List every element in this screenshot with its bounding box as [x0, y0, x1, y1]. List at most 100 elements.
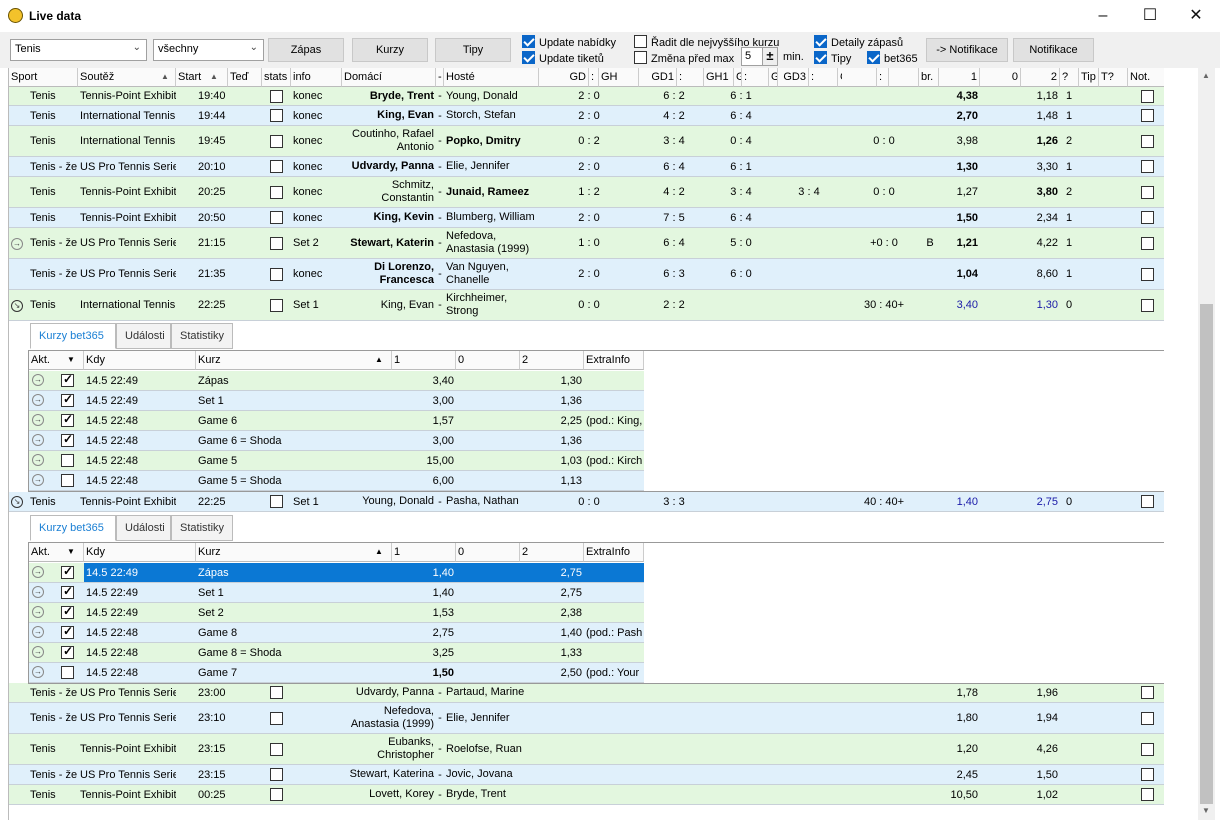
column-header[interactable]: stats	[262, 68, 291, 87]
column-header[interactable]: Teď	[228, 68, 262, 87]
column-header[interactable]: GD3	[778, 68, 809, 87]
detail-column-header[interactable]: ExtraInfo	[584, 351, 644, 370]
checkbox-icon[interactable]	[867, 51, 880, 64]
column-header[interactable]: 2	[1021, 68, 1060, 87]
detail-column-header[interactable]: Kurz	[196, 351, 392, 370]
match-row[interactable]: ↘ Tenis Tennis-Point Exhibiti 22:25 Set 1 You…	[9, 492, 1164, 512]
tab-statistiky[interactable]: Statistiky	[171, 515, 233, 541]
toolbar-checkbox[interactable]: Update tiketů	[522, 51, 604, 65]
detail-row[interactable]: → ✓ 14.5 22:48 Game 8 = Shoda 3,25 1,33	[29, 643, 644, 663]
checkbox-icon[interactable]	[522, 51, 535, 64]
column-header[interactable]: br.	[919, 68, 939, 87]
column-header[interactable]: GD1	[639, 68, 677, 87]
play-arrow-icon[interactable]: →	[32, 434, 44, 446]
notification-checkbox[interactable]	[1141, 160, 1154, 173]
expand-icon[interactable]: ↘	[11, 496, 23, 508]
stats-checkbox[interactable]	[270, 134, 283, 148]
play-arrow-icon[interactable]: →	[32, 414, 44, 426]
tab-udalosti[interactable]: Události	[116, 323, 171, 349]
match-row[interactable]: Tenis Tennis-Point Exhibiti 00:25 Lovett, K…	[9, 785, 1164, 805]
column-header[interactable]: :	[677, 68, 704, 87]
detail-row[interactable]: → ✓ 14.5 22:48 Game 8 2,75 1,40 (pod.: Pash	[29, 623, 644, 643]
detail-row[interactable]: → ✓ 14.5 22:48 Game 6 1,57 2,25 (pod.: King,	[29, 411, 644, 431]
column-header[interactable]: GH	[599, 68, 639, 87]
chevron-down-icon[interactable]: ▼	[67, 355, 75, 364]
detail-column-header[interactable]: Akt.	[29, 543, 84, 562]
active-checkbox[interactable]	[61, 434, 74, 447]
match-row[interactable]: Tenis Tennis-Point Exhibiti 20:25 konec Schm…	[9, 177, 1164, 208]
odds-detail-table[interactable]: Akt. Kdy Kurz 1 0 2 ExtraInfo ▼ ▲ → ✓ 14.5 22:49 Záp…	[28, 542, 1164, 684]
toolbar-checkbox[interactable]: Řadit dle nejvyššího kurzu	[634, 35, 779, 49]
match-row[interactable]: → Tenis - že US Pro Tennis Series 21:15 Set …	[9, 228, 1164, 259]
notification-checkbox[interactable]	[1141, 298, 1154, 312]
notification-checkbox[interactable]	[1141, 742, 1154, 756]
vertical-scrollbar[interactable]: ▲ ▼	[1198, 68, 1215, 820]
column-header[interactable]: GH1	[704, 68, 734, 87]
play-arrow-icon[interactable]: →	[32, 454, 44, 466]
stats-checkbox[interactable]	[270, 298, 283, 312]
zapas-button[interactable]: Zápas	[268, 38, 344, 62]
detail-row[interactable]: → ✓ 14.5 22:49 Set 2 1,53 2,38	[29, 603, 644, 623]
play-arrow-icon[interactable]: →	[32, 626, 44, 638]
column-header[interactable]: GH2	[769, 68, 778, 87]
column-header[interactable]: :	[877, 68, 889, 87]
active-checkbox[interactable]	[61, 394, 74, 407]
detail-row[interactable]: → ✓ 14.5 22:49 Zápas 1,40 2,75	[29, 563, 644, 583]
detail-column-header[interactable]: Akt.	[29, 351, 84, 370]
column-header[interactable]	[889, 68, 919, 87]
expand-icon[interactable]: ↘	[11, 299, 23, 312]
scroll-up-icon[interactable]: ▲	[1202, 71, 1210, 80]
tab-statistiky[interactable]: Statistiky	[171, 323, 233, 349]
active-checkbox[interactable]	[61, 566, 74, 579]
match-row[interactable]: Tenis - že US Pro Tennis Series 21:35 konec…	[9, 259, 1164, 290]
detail-row[interactable]: → ✓ 14.5 22:49 Set 1 3,00 1,36	[29, 391, 644, 411]
detail-row[interactable]: → ✓ 14.5 22:49 Set 1 1,40 2,75	[29, 583, 644, 603]
column-header[interactable]: info	[291, 68, 342, 87]
match-row[interactable]: Tenis Tennis-Point Exhibiti 23:15 Eubanks, …	[9, 734, 1164, 765]
notification-checkbox[interactable]	[1141, 788, 1154, 801]
stats-checkbox[interactable]	[270, 267, 283, 281]
detail-column-header[interactable]: 2	[520, 351, 584, 370]
notification-checkbox[interactable]	[1141, 267, 1154, 281]
minutes-input[interactable]: 5	[741, 47, 763, 66]
stats-checkbox[interactable]	[270, 109, 283, 122]
notification-checkbox[interactable]	[1141, 89, 1154, 103]
notification-checkbox[interactable]	[1141, 768, 1154, 781]
notification-checkbox[interactable]	[1141, 211, 1154, 224]
active-checkbox[interactable]	[61, 414, 74, 427]
checkbox-icon[interactable]	[634, 35, 647, 48]
match-row[interactable]: Tenis Tennis-Point Exhibiti 19:40 konec Bryd…	[9, 87, 1164, 106]
column-header[interactable]: :	[589, 68, 599, 87]
column-header[interactable]	[842, 68, 877, 87]
detail-column-header[interactable]: 2	[520, 543, 584, 562]
active-checkbox[interactable]	[61, 646, 74, 659]
scroll-thumb[interactable]	[1200, 304, 1213, 804]
maximize-button[interactable]: ☐	[1142, 7, 1158, 24]
matches-grid[interactable]: Sport Soutěž Start Teď stats info Domácí - Hosté…	[8, 68, 1164, 820]
column-header[interactable]: 1	[939, 68, 980, 87]
detail-column-header[interactable]: 1	[392, 351, 456, 370]
detail-row[interactable]: → 14.5 22:48 Game 7 1,50 2,50 (pod.: Your	[29, 663, 644, 683]
detail-column-header[interactable]: Kdy	[84, 543, 196, 562]
match-row[interactable]: Tenis - že US Pro Tennis Series 20:10 konec…	[9, 157, 1164, 177]
match-row[interactable]: Tenis - že US Pro Tennis Series 23:10 Nefed…	[9, 703, 1164, 734]
column-header[interactable]: Not.	[1128, 68, 1164, 87]
detail-column-header[interactable]: Kurz	[196, 543, 392, 562]
stats-checkbox[interactable]	[270, 686, 283, 699]
column-header[interactable]: GD	[539, 68, 589, 87]
active-checkbox[interactable]	[61, 626, 74, 639]
match-row[interactable]: Tenis International Tennis 19:45 konec Couti…	[9, 126, 1164, 157]
detail-column-header[interactable]: 0	[456, 543, 520, 562]
column-header[interactable]: 0	[980, 68, 1021, 87]
detail-column-header[interactable]: ExtraInfo	[584, 543, 644, 562]
column-header[interactable]: Start	[176, 68, 228, 87]
checkbox-icon[interactable]	[522, 35, 535, 48]
notification-checkbox[interactable]	[1141, 185, 1154, 199]
column-header[interactable]: T?	[1099, 68, 1128, 87]
tab-kurzy[interactable]: Kurzy bet365	[30, 515, 116, 541]
match-row[interactable]: Tenis Tennis-Point Exhibiti 20:50 konec King…	[9, 208, 1164, 228]
notification-checkbox[interactable]	[1141, 711, 1154, 725]
play-arrow-icon[interactable]: →	[32, 606, 44, 618]
checkbox-icon[interactable]	[634, 51, 647, 64]
checkbox-icon[interactable]	[814, 51, 827, 64]
